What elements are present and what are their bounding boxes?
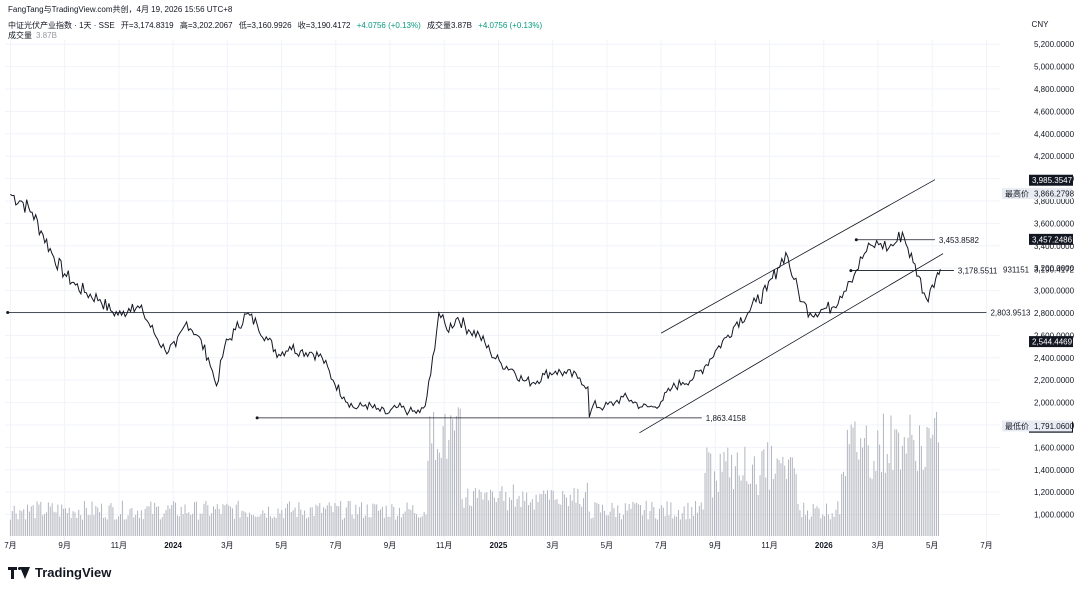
logo-text: TradingView xyxy=(35,565,112,580)
price-tag-label: 3,457.2486 xyxy=(1032,235,1073,244)
time-tick-label: 11月 xyxy=(111,541,127,550)
currency-label: CNY xyxy=(1032,20,1050,29)
stat-box xyxy=(1002,188,1072,200)
tradingview-logo-icon xyxy=(8,566,30,579)
price-tick-label: 4,800.0000 xyxy=(1034,85,1075,94)
time-tick-label: 3月 xyxy=(221,541,233,550)
high-value: 高=3,202.2067 xyxy=(179,21,233,30)
time-tick-label: 5月 xyxy=(926,541,938,550)
price-tick-label: 2,200.0000 xyxy=(1034,376,1075,385)
price-tick-label: 3,000.0000 xyxy=(1034,287,1075,296)
last-price-label: 3,190.4172 xyxy=(1034,265,1075,274)
change-value-2: +4.0756 (+0.13%) xyxy=(478,21,543,30)
price-axis[interactable]: 1,000.0000 1,200.0000 1,400.0000 1,600.0000… xyxy=(1002,40,1075,520)
level-lines: 2,803.9513 1,863.4158 3,453.8582 3,178.5511 xyxy=(6,236,1031,423)
level-label: 3,178.5511 xyxy=(958,267,998,276)
price-tag-label: 2,544.4469 xyxy=(1032,338,1073,347)
price-line xyxy=(10,193,941,418)
price-tick-label: 5,000.0000 xyxy=(1034,63,1075,72)
volume-label: 成交量 xyxy=(8,31,32,40)
price-tick-label: 3,600.0000 xyxy=(1034,219,1075,228)
level-label: 1,863.4158 xyxy=(706,414,747,423)
price-tick-label: 1,400.0000 xyxy=(1034,466,1075,475)
volume-bars xyxy=(9,407,939,536)
price-tick-label: 2,000.0000 xyxy=(1034,399,1075,408)
price-tick-label: 3,200.0000 xyxy=(1034,264,1075,273)
price-tick-label: 1,200.0000 xyxy=(1034,488,1075,497)
price-tag-box xyxy=(1029,336,1073,348)
time-tick-label: 7月 xyxy=(4,541,16,550)
time-tick-label: 5月 xyxy=(275,541,287,550)
time-tick-label: 11月 xyxy=(761,541,777,550)
price-tag-label: 3,985.3547 xyxy=(1032,176,1073,185)
time-tick-label: 5月 xyxy=(601,541,613,550)
time-tick-label: 3月 xyxy=(546,541,558,550)
price-tick-label: 3,800.0000 xyxy=(1034,197,1075,206)
open-value: 开=3,174.8319 xyxy=(120,21,174,30)
price-tag-box xyxy=(1029,174,1073,186)
price-tag-box xyxy=(1029,233,1073,245)
price-tick-label: 2,800.0000 xyxy=(1034,309,1075,318)
level-label: 2,803.9513 xyxy=(990,309,1031,318)
ohlc-legend: 中证光伏产业指数 · 1天 · SSE 开=3,174.8319 高=3,202… xyxy=(8,20,546,31)
volume-value: 3.87B xyxy=(36,31,57,40)
time-tick-label: 9月 xyxy=(58,541,70,550)
price-tick-label: 2,400.0000 xyxy=(1034,354,1075,363)
price-tick-label: 2,600.0000 xyxy=(1034,331,1075,340)
time-tick-label: 9月 xyxy=(384,541,396,550)
tradingview-logo: TradingView xyxy=(8,565,111,580)
stat-box xyxy=(1002,420,1072,432)
level-anchor xyxy=(854,238,858,242)
channel-line xyxy=(660,179,936,334)
share-caption: FangTang与TradingView.com共创，4月 19, 2026 1… xyxy=(8,5,233,14)
volume-legend: 成交量 3.87B xyxy=(8,30,57,41)
time-tick-label: 7月 xyxy=(980,541,992,550)
level-anchor xyxy=(255,416,259,420)
time-tick-label: 7月 xyxy=(330,541,342,550)
level-anchor xyxy=(849,269,853,273)
price-tick-label: 4,400.0000 xyxy=(1034,130,1075,139)
grid-lines xyxy=(5,40,1000,540)
trend-channel xyxy=(639,179,944,434)
time-tick-label: 7月 xyxy=(655,541,667,550)
close-value: 收=3,190.4172 xyxy=(297,21,351,30)
price-tick-label: 5,200.0000 xyxy=(1034,40,1075,49)
low-value: 低=3,160.9926 xyxy=(238,21,292,30)
stat-value: 1,791.0600 xyxy=(1034,422,1075,431)
price-tick-label: 1,600.0000 xyxy=(1034,443,1075,452)
time-axis[interactable]: 7月 9月 11月 2024 3月 5月 7月 9月 11月 2025 3月 5月 7月 9月 11月 202… xyxy=(4,541,992,550)
volume-inline: 成交量3.87B xyxy=(427,21,472,30)
stat-value: 3,866.2798 xyxy=(1034,190,1075,199)
time-tick-label: 11月 xyxy=(436,541,452,550)
change-value: +4.0756 (+0.13%) xyxy=(356,21,421,30)
price-tick-label: 4,600.0000 xyxy=(1034,107,1075,116)
symbol-title: 中证光伏产业指数 · 1天 · SSE xyxy=(8,21,115,30)
level-anchor xyxy=(6,311,10,315)
time-tick-label: 3月 xyxy=(872,541,884,550)
countdown-label: 931151 xyxy=(1003,265,1030,274)
price-tick-label: 3,400.0000 xyxy=(1034,242,1075,251)
time-tick-label: 9月 xyxy=(709,541,721,550)
time-tick-label: 2024 xyxy=(164,541,182,550)
time-tick-label: 2025 xyxy=(490,541,508,550)
channel-line xyxy=(639,253,944,434)
level-label: 3,453.8582 xyxy=(939,236,980,245)
stat-name: 最高价 xyxy=(1005,189,1029,199)
price-tick-label: 1,000.0000 xyxy=(1034,511,1075,520)
price-tick-label: 4,200.0000 xyxy=(1034,152,1075,161)
stat-name: 最低价 xyxy=(1005,421,1029,431)
time-tick-label: 2026 xyxy=(815,541,833,550)
